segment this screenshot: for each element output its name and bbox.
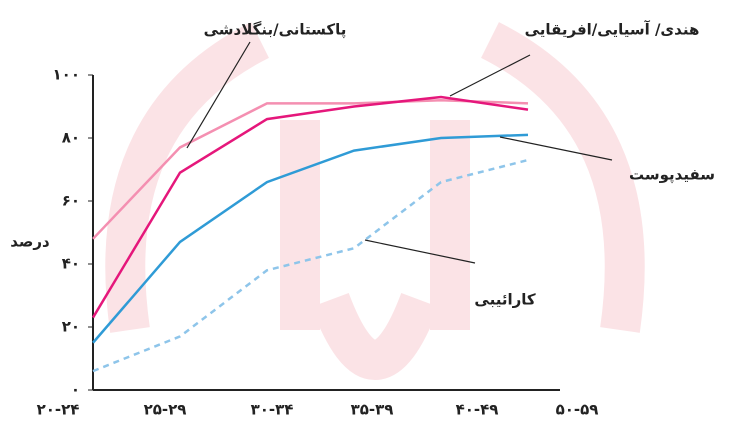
y-tick-label: ۴۰: [62, 255, 80, 273]
series-label: کارائیبی: [474, 291, 535, 309]
x-tick-label: ۴۰-۴۹: [456, 401, 499, 419]
watermark-bar: [300, 120, 450, 330]
x-tick-label: ۵۰-۵۹: [556, 401, 599, 419]
y-tick-label: ۸۰: [62, 129, 80, 147]
watermark-arc: [330, 300, 420, 360]
y-tick-label: ۰: [71, 381, 80, 399]
y-tick-label: ۲۰: [62, 318, 80, 336]
y-tick-label: ۶۰: [62, 192, 80, 210]
y-tick-label: ۱۰۰: [53, 66, 80, 84]
x-tick-label: ۲۰-۲۴: [37, 401, 80, 419]
series-label: سفیدپوست: [629, 166, 715, 185]
x-tick-label: ۳۵-۳۹: [351, 401, 394, 419]
series-label: هندی/ آسیایی/افریقایی: [525, 21, 700, 39]
series-label: پاکستانی/بنگلادشی: [204, 21, 347, 40]
x-tick-label: ۳۰-۳۴: [251, 401, 294, 419]
y-axis-label: درصد: [10, 233, 50, 251]
x-tick-label: ۲۵-۲۹: [144, 401, 187, 419]
watermark: [125, 40, 624, 360]
chart: درصد ۰ ۲۰ ۴۰ ۶۰ ۸۰ ۱۰۰ ۲۰-۲۴ ۲۵-۲۹ ۳۰-۳۴ ۳۵-۳۹ ۴۰-…: [0, 0, 729, 425]
watermark-arc: [490, 40, 625, 330]
